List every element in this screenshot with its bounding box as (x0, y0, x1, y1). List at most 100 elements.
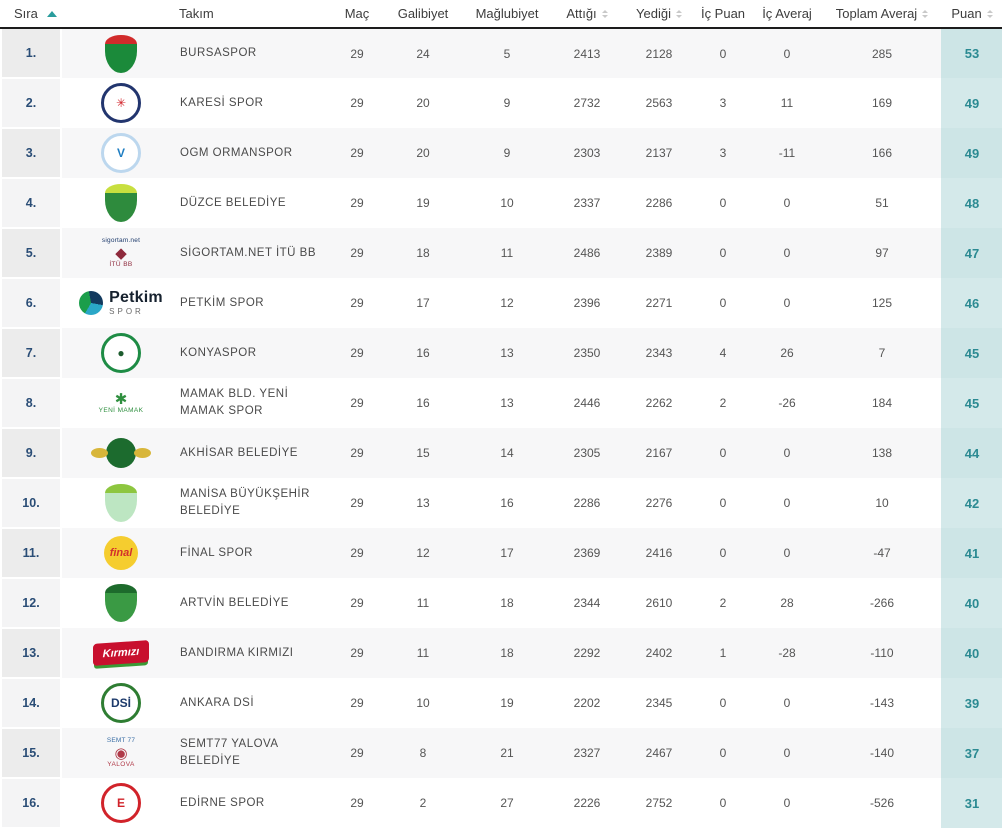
column-header-inner: Attığı (566, 6, 608, 21)
team-cell[interactable]: BURSASPOR (61, 28, 331, 78)
team-logo-box: DSİ (62, 683, 180, 723)
team-wrap: E EDİRNE SPOR (62, 779, 331, 827)
column-header-icpuan[interactable]: İç Puan (695, 0, 751, 29)
table-row[interactable]: 10. MANİSA BÜYÜKŞEHİR BELEDİYE 29 13 16 2286 2… (0, 478, 1002, 529)
table-row[interactable]: 5. sigortam.net ◆ İTÜ BB SİGORTAM.NET İTÜ BB… (0, 228, 1002, 279)
sort-down-arrow (922, 14, 929, 18)
table-row[interactable]: 6. Petkim SPOR PETKİM SPOR 29 17 12 2396 2271 0 0 1… (0, 278, 1002, 329)
mac-cell: 29 (331, 528, 383, 578)
icpuan-cell: 0 (695, 428, 751, 478)
table-row[interactable]: 11. final FİNAL SPOR 29 12 17 2369 2416 0 0 -47 41 (0, 528, 1002, 579)
yedigi-cell: 2343 (623, 328, 695, 378)
table-row[interactable]: 2. ✳ KARESİ SPOR 29 20 9 2732 2563 3 11 169 49 (0, 78, 1002, 129)
column-header-inner: Puan (951, 6, 993, 21)
column-header-rank[interactable]: Sıra (1, 0, 61, 29)
team-name: PETKİM SPOR (180, 296, 265, 309)
column-header-attigi[interactable]: Attığı (551, 0, 623, 29)
logo-glyph: ✱ (114, 390, 128, 408)
galibiyet-cell: 10 (383, 678, 463, 728)
column-header-icaveraj[interactable]: İç Averaj (751, 0, 823, 29)
team-cell[interactable]: DSİ ANKARA DSİ (61, 678, 331, 728)
column-header-puan[interactable]: Puan (941, 0, 1002, 29)
team-wrap: ✳ KARESİ SPOR (62, 79, 331, 127)
table-row[interactable]: 16. E EDİRNE SPOR 29 2 27 2226 2752 0 0 -526 31 (0, 778, 1002, 829)
column-header-mac[interactable]: Maç (331, 0, 383, 29)
team-name: KARESİ SPOR (180, 96, 264, 109)
table-row[interactable]: 14. DSİ ANKARA DSİ 29 10 19 2202 2345 0 0 -143 39 (0, 678, 1002, 729)
team-cell[interactable]: sigortam.net ◆ İTÜ BB SİGORTAM.NET İTÜ BB (61, 228, 331, 278)
team-logo (105, 584, 137, 622)
team-cell[interactable]: ✳ KARESİ SPOR (61, 78, 331, 128)
team-name: KONYASPOR (180, 346, 257, 359)
column-label: Sıra (14, 6, 38, 21)
sort-icon[interactable] (922, 9, 929, 18)
team-logo: Kırmızı (93, 640, 149, 666)
team-cell[interactable]: ✱ YENİ MAMAK MAMAK BLD. YENİ MAMAK SPOR (61, 378, 331, 428)
rank-cell: 2. (0, 78, 62, 129)
team-cell[interactable]: Kırmızı BANDIRMA KIRMIZI (61, 628, 331, 678)
team-cell[interactable]: E EDİRNE SPOR (61, 778, 331, 828)
team-cell[interactable]: SEMT 77 ◉ YALOVA SEMT77 YALOVA BELEDİYE (61, 728, 331, 778)
rank-cell: 10. (0, 478, 62, 529)
sort-icon[interactable] (986, 9, 993, 18)
toplamaveraj-cell: -47 (823, 528, 941, 578)
table-row[interactable]: 8. ✱ YENİ MAMAK MAMAK BLD. YENİ MAMAK SPOR 2… (0, 378, 1002, 429)
team-cell[interactable]: AKHİSAR BELEDİYE (61, 428, 331, 478)
yedigi-cell: 2262 (623, 378, 695, 428)
rank-cell: 12. (0, 578, 62, 629)
galibiyet-cell: 17 (383, 278, 463, 328)
toplamaveraj-cell: -526 (823, 778, 941, 828)
team-cell[interactable]: DÜZCE BELEDİYE (61, 178, 331, 228)
table-row[interactable]: 4. DÜZCE BELEDİYE 29 19 10 2337 2286 0 0 51 48 (0, 178, 1002, 229)
column-header-inner: İç Puan (701, 6, 745, 21)
puan-cell: 42 (941, 478, 1002, 528)
table-row[interactable]: 12. ARTVİN BELEDİYE 29 11 18 2344 2610 2 28 -266 4… (0, 578, 1002, 629)
logo-sub-text: YALOVA (107, 760, 135, 768)
maglubiyet-cell: 18 (463, 578, 551, 628)
logo-top-text: sigortam.net (101, 237, 141, 244)
yedigi-cell: 2467 (623, 728, 695, 778)
table-row[interactable]: 3. V OGM ORMANSPOR 29 20 9 2303 2137 3 -11 166 49 (0, 128, 1002, 179)
galibiyet-cell: 19 (383, 178, 463, 228)
team-logo-box (62, 484, 180, 522)
column-header-yedigi[interactable]: Yediği (623, 0, 695, 29)
sort-icon[interactable] (601, 9, 608, 18)
team-wrap: DSİ ANKARA DSİ (62, 679, 331, 727)
team-cell[interactable]: ARTVİN BELEDİYE (61, 578, 331, 628)
table-row[interactable]: 1. BURSASPOR 29 24 5 2413 2128 0 0 285 53 (0, 28, 1002, 79)
attigi-cell: 2350 (551, 328, 623, 378)
galibiyet-cell: 24 (383, 28, 463, 78)
rank-cell: 15. (0, 728, 62, 779)
team-cell[interactable]: V OGM ORMANSPOR (61, 128, 331, 178)
sort-ascending-icon[interactable] (46, 10, 57, 17)
team-logo: E (101, 783, 141, 823)
puan-cell: 48 (941, 178, 1002, 228)
team-wrap: sigortam.net ◆ İTÜ BB SİGORTAM.NET İTÜ BB (62, 229, 331, 277)
team-cell[interactable]: Petkim SPOR PETKİM SPOR (61, 278, 331, 328)
team-name: ARTVİN BELEDİYE (180, 596, 289, 609)
table-row[interactable]: 7. ● KONYASPOR 29 16 13 2350 2343 4 26 7 45 (0, 328, 1002, 379)
attigi-cell: 2327 (551, 728, 623, 778)
column-header-maglubiyet[interactable]: Mağlubiyet (463, 0, 551, 29)
rank-cell: 3. (0, 128, 62, 179)
logo-glyph: ◆ (115, 244, 127, 262)
puan-cell: 47 (941, 228, 1002, 278)
column-header-galibiyet[interactable]: Galibiyet (383, 0, 463, 29)
team-name: SİGORTAM.NET İTÜ BB (180, 246, 317, 259)
table-row[interactable]: 13. Kırmızı BANDIRMA KIRMIZI 29 11 18 2292 2402… (0, 628, 1002, 679)
team-cell[interactable]: MANİSA BÜYÜKŞEHİR BELEDİYE (61, 478, 331, 528)
puan-cell: 37 (941, 728, 1002, 778)
logo-top-text: SEMT 77 (106, 737, 136, 744)
column-header-team[interactable]: Takım (61, 0, 331, 29)
toplamaveraj-cell: 166 (823, 128, 941, 178)
team-logo-box (62, 184, 180, 222)
icaveraj-cell: -26 (751, 378, 823, 428)
puan-cell: 45 (941, 378, 1002, 428)
team-cell[interactable]: ● KONYASPOR (61, 328, 331, 378)
column-header-toplamaveraj[interactable]: Toplam Averaj (823, 0, 941, 29)
team-cell[interactable]: final FİNAL SPOR (61, 528, 331, 578)
table-row[interactable]: 15. SEMT 77 ◉ YALOVA SEMT77 YALOVA BELEDİYE 2… (0, 728, 1002, 779)
table-row[interactable]: 9. AKHİSAR BELEDİYE 29 15 14 2305 2167 0 0 138 44 (0, 428, 1002, 479)
sort-icon[interactable] (675, 9, 682, 18)
column-label: Galibiyet (397, 6, 449, 21)
